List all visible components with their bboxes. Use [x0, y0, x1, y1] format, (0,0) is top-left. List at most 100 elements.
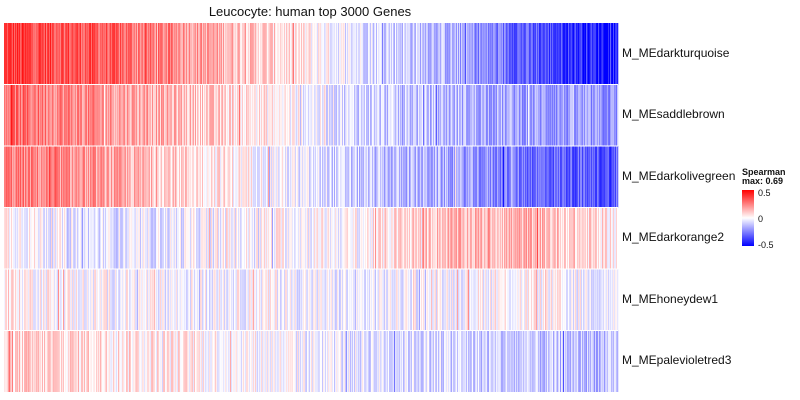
heatmap-cell [20, 84, 22, 146]
heatmap-cell [314, 330, 316, 392]
legend-tick-low: -0.5 [758, 240, 774, 250]
heatmap-cell [333, 207, 335, 269]
heatmap-cell [491, 207, 493, 269]
heatmap-cell [587, 330, 589, 392]
heatmap-cell [521, 146, 523, 208]
heatmap-cell [286, 207, 288, 269]
heatmap-cell [27, 330, 29, 392]
heatmap-cell [262, 330, 264, 392]
heatmap-cell [39, 23, 41, 85]
heatmap-cell [85, 269, 87, 331]
heatmap-cell [177, 146, 179, 208]
heatmap-cell [404, 23, 406, 85]
heatmap-cell [192, 23, 194, 85]
heatmap-cell [198, 84, 200, 146]
heatmap-cell [129, 269, 131, 331]
heatmap-cell [338, 330, 340, 392]
heatmap-cell [371, 207, 373, 269]
heatmap-cell [150, 207, 152, 269]
heatmap-cell [526, 207, 528, 269]
heatmap-cell [190, 207, 192, 269]
heatmap-cell [557, 146, 559, 208]
heatmap-cell [71, 146, 73, 208]
heatmap-cell [284, 23, 286, 85]
heatmap-cell [258, 269, 260, 331]
heatmap-cell [267, 207, 269, 269]
heatmap-cell [148, 84, 150, 146]
heatmap-cell [476, 330, 478, 392]
heatmap-cell [450, 84, 452, 146]
heatmap-cell [566, 207, 568, 269]
heatmap-cell [129, 84, 131, 146]
heatmap-cell [166, 23, 168, 85]
heatmap-cell [529, 84, 531, 146]
heatmap-cell [125, 207, 127, 269]
heatmap-cell [510, 23, 512, 85]
heatmap-cell [218, 207, 220, 269]
heatmap-cell [413, 23, 415, 85]
heatmap-cell [583, 207, 585, 269]
heatmap-cell [156, 269, 158, 331]
heatmap-cell [399, 207, 401, 269]
heatmap-cell [377, 23, 379, 85]
heatmap-cell [234, 23, 236, 85]
heatmap-cell [568, 146, 570, 208]
heatmap-cell [359, 146, 361, 208]
heatmap-cell [508, 269, 510, 331]
heatmap-cell [311, 207, 313, 269]
heatmap-cell [64, 84, 66, 146]
heatmap-cell [104, 146, 106, 208]
heatmap-cell [22, 84, 24, 146]
heatmap-cell [331, 23, 333, 85]
heatmap-cell [107, 330, 109, 392]
heatmap-cell [117, 330, 119, 392]
heatmap-cell [96, 23, 98, 85]
heatmap-cell [404, 146, 406, 208]
heatmap-cell [87, 207, 89, 269]
heatmap-cell [17, 146, 19, 208]
heatmap-cell [579, 269, 581, 331]
heatmap-cell [283, 23, 285, 85]
heatmap-cell [11, 330, 13, 392]
heatmap-cell [18, 146, 20, 208]
heatmap-cell [23, 330, 25, 392]
heatmap-cell [477, 207, 479, 269]
heatmap-cell [56, 23, 58, 85]
heatmap-cell [595, 207, 597, 269]
heatmap-cell [152, 23, 154, 85]
heatmap-cell [229, 207, 231, 269]
heatmap-cell [317, 330, 319, 392]
heatmap-cell [268, 330, 270, 392]
heatmap-cell [153, 330, 155, 392]
heatmap-cell [212, 84, 214, 146]
heatmap-cell [500, 84, 502, 146]
heatmap-cell [7, 146, 9, 208]
heatmap-cell [499, 269, 501, 331]
heatmap-cell [488, 84, 490, 146]
heatmap-cell [477, 146, 479, 208]
heatmap-cell [65, 269, 67, 331]
heatmap-cell [137, 330, 139, 392]
heatmap-cell [271, 146, 273, 208]
heatmap-cell [614, 84, 616, 146]
heatmap-cell [293, 23, 295, 85]
heatmap-cell [487, 330, 489, 392]
heatmap-cell [174, 207, 176, 269]
heatmap-cell [108, 207, 110, 269]
heatmap-cell [218, 84, 220, 146]
heatmap-cell [543, 84, 545, 146]
heatmap-cell [85, 146, 87, 208]
heatmap-cell [362, 207, 364, 269]
heatmap-cell [199, 84, 201, 146]
heatmap-cell [464, 269, 466, 331]
heatmap-cell [425, 269, 427, 331]
heatmap-cell [303, 207, 305, 269]
heatmap-cell [396, 23, 398, 85]
heatmap-cell [550, 146, 552, 208]
heatmap-cell [123, 207, 125, 269]
heatmap-cell [480, 146, 482, 208]
heatmap-cell [584, 146, 586, 208]
heatmap-cell [45, 269, 47, 331]
heatmap-cell [614, 330, 616, 392]
heatmap-cell [599, 330, 601, 392]
